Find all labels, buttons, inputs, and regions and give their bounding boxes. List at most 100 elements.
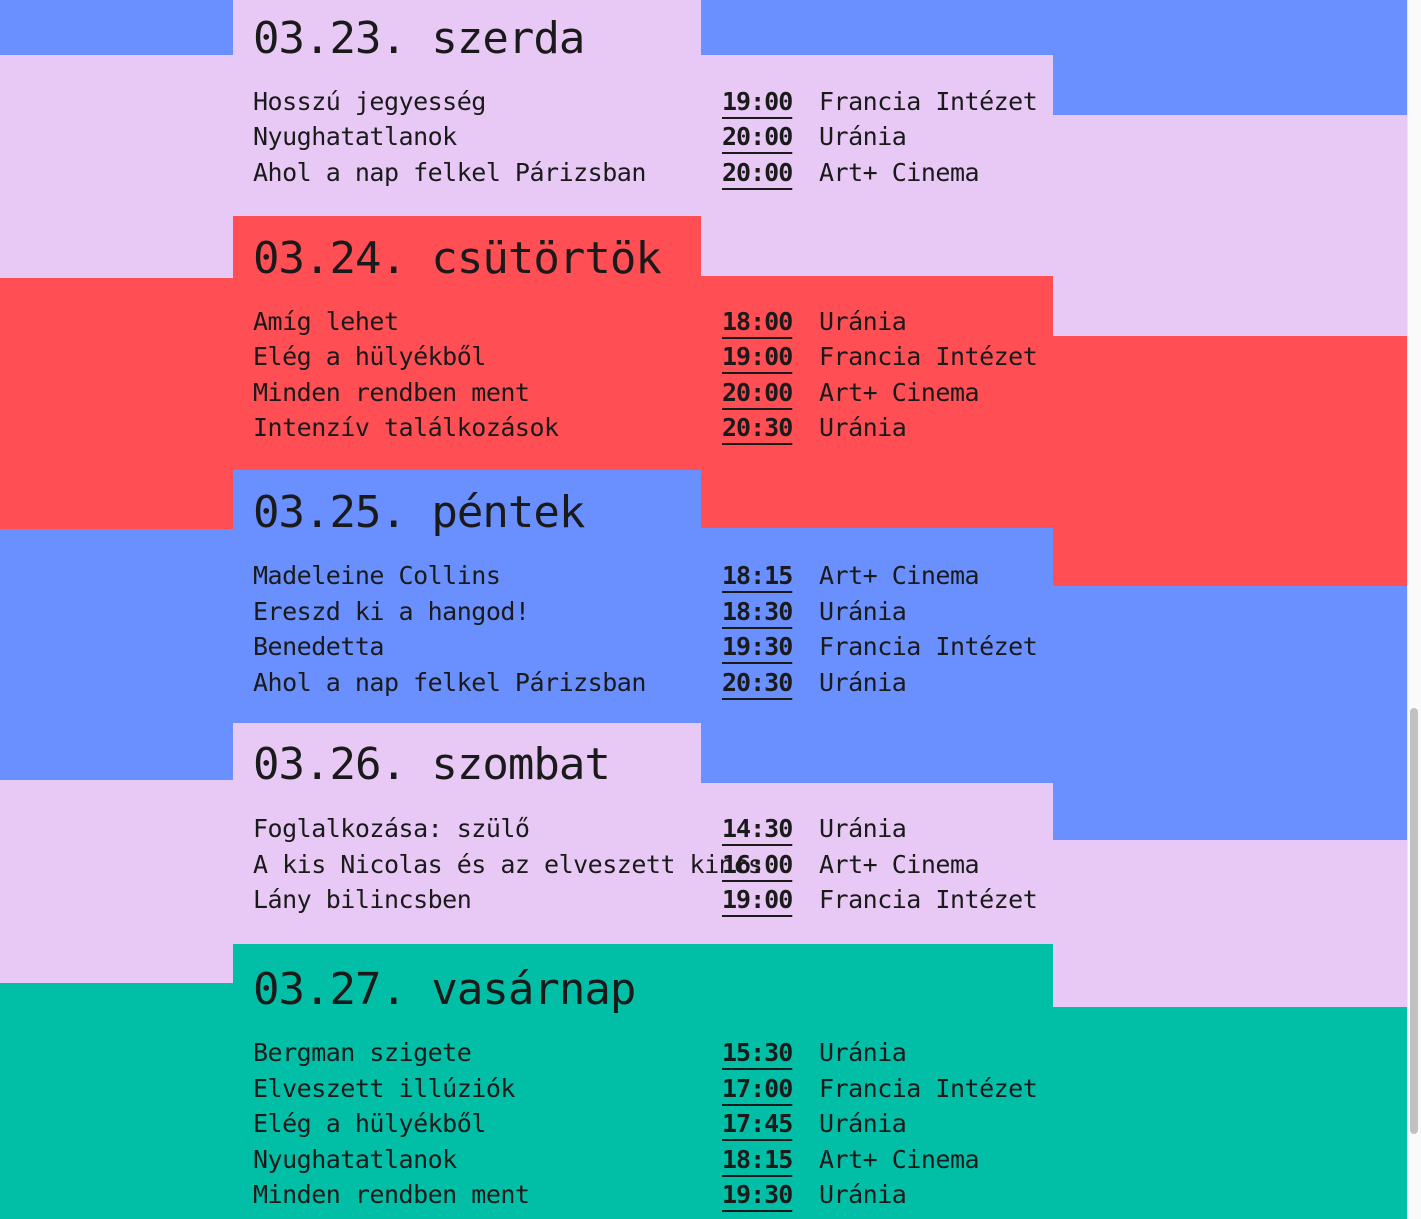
- bg-lavender-mid-1: [701, 55, 1053, 276]
- screening-time-link[interactable]: 16:00: [722, 850, 793, 879]
- bg-blue-left: [0, 529, 233, 780]
- film-title: Ahol a nap felkel Párizsban: [253, 668, 646, 697]
- bg-lavender-right-2: [1053, 840, 1407, 1007]
- screening-row: Elég a hülyékből 17:45 Uránia: [253, 1106, 1053, 1141]
- screening-time-link[interactable]: 18:00: [722, 307, 793, 336]
- bg-lavender-left-1: [0, 55, 233, 278]
- venue-name: Francia Intézet: [819, 1074, 1038, 1103]
- venue-name: Art+ Cinema: [819, 850, 980, 879]
- bg-red-right: [1053, 336, 1407, 586]
- screening-time-link[interactable]: 20:00: [722, 158, 793, 187]
- screening-row: Bergman szigete 15:30 Uránia: [253, 1035, 1053, 1070]
- film-title: Bergman szigete: [253, 1038, 472, 1067]
- bg-blue-top-right: [1053, 0, 1407, 115]
- venue-name: Uránia: [819, 122, 907, 151]
- screening-row: Amíg lehet 18:00 Uránia: [253, 304, 1053, 339]
- screening-time-link[interactable]: 19:00: [722, 885, 793, 914]
- bg-lavender-right-1: [1053, 115, 1407, 336]
- day-title: 03.23. szerda: [253, 13, 585, 64]
- bg-teal-center: [233, 944, 1053, 1219]
- screening-row: Elveszett illúziók 17:00 Francia Intézet: [253, 1071, 1053, 1106]
- screening-time-link[interactable]: 20:00: [722, 122, 793, 151]
- screening-row: A kis Nicolas és az elveszett kincs 16:0…: [253, 847, 1053, 882]
- venue-name: Art+ Cinema: [819, 561, 980, 590]
- bg-lavender-left-2: [0, 780, 233, 983]
- screening-time-link[interactable]: 17:00: [722, 1074, 793, 1103]
- film-title: Ahol a nap felkel Párizsban: [253, 158, 646, 187]
- screening-time-link[interactable]: 19:30: [722, 1180, 793, 1209]
- film-title: Foglalkozása: szülő: [253, 814, 530, 843]
- screening-row: Ahol a nap felkel Párizsban 20:30 Uránia: [253, 665, 1053, 700]
- film-title: Elveszett illúziók: [253, 1074, 515, 1103]
- screening-row: Nyughatatlanok 20:00 Uránia: [253, 119, 1053, 154]
- bg-teal-left: [0, 983, 233, 1219]
- film-title: Minden rendben ment: [253, 1180, 530, 1209]
- screening-time-link[interactable]: 20:30: [722, 668, 793, 697]
- bg-blue-top-left: [0, 0, 233, 55]
- screening-time-link[interactable]: 15:30: [722, 1038, 793, 1067]
- venue-name: Francia Intézet: [819, 632, 1038, 661]
- screening-row: Madeleine Collins 18:15 Art+ Cinema: [253, 558, 1053, 593]
- screening-time-link[interactable]: 14:30: [722, 814, 793, 843]
- screening-row: Minden rendben ment 19:30 Uránia: [253, 1177, 1053, 1212]
- venue-name: Francia Intézet: [819, 342, 1038, 371]
- film-title: Nyughatatlanok: [253, 122, 457, 151]
- film-title: Intenzív találkozások: [253, 413, 559, 442]
- day-title: 03.27. vasárnap: [253, 964, 636, 1015]
- screening-time-link[interactable]: 20:30: [722, 413, 793, 442]
- bg-lavender-center-1: [233, 0, 701, 216]
- bg-blue-top-mid: [701, 0, 1053, 55]
- screening-row: Ahol a nap felkel Párizsban 20:00 Art+ C…: [253, 155, 1053, 190]
- film-title: Amíg lehet: [253, 307, 399, 336]
- venue-name: Francia Intézet: [819, 885, 1038, 914]
- bg-lavender-center-2: [233, 723, 701, 944]
- film-title: Elég a hülyékből: [253, 1109, 486, 1138]
- day-title: 03.26. szombat: [253, 739, 611, 790]
- venue-name: Art+ Cinema: [819, 378, 980, 407]
- film-title: Hosszú jegyesség: [253, 87, 486, 116]
- venue-name: Uránia: [819, 814, 907, 843]
- film-title: Nyughatatlanok: [253, 1145, 457, 1174]
- film-title: Ereszd ki a hangod!: [253, 597, 530, 626]
- day-title: 03.24. csütörtök: [253, 233, 662, 284]
- screening-time-link[interactable]: 18:30: [722, 597, 793, 626]
- venue-name: Art+ Cinema: [819, 1145, 980, 1174]
- bg-lavender-mid-2: [701, 783, 1053, 944]
- screening-row: Lány bilincsben 19:00 Francia Intézet: [253, 882, 1053, 917]
- screening-row: Elég a hülyékből 19:00 Francia Intézet: [253, 339, 1053, 374]
- venue-name: Uránia: [819, 1180, 907, 1209]
- screening-row: Hosszú jegyesség 19:00 Francia Intézet: [253, 84, 1053, 119]
- venue-name: Uránia: [819, 307, 907, 336]
- venue-name: Uránia: [819, 1109, 907, 1138]
- bg-red-left: [0, 278, 233, 529]
- screening-row: Nyughatatlanok 18:15 Art+ Cinema: [253, 1142, 1053, 1177]
- venue-name: Uránia: [819, 668, 907, 697]
- bg-teal-right: [1053, 1007, 1407, 1219]
- venue-name: Art+ Cinema: [819, 158, 980, 187]
- screening-time-link[interactable]: 19:30: [722, 632, 793, 661]
- venue-name: Uránia: [819, 413, 907, 442]
- screening-time-link[interactable]: 18:15: [722, 561, 793, 590]
- screening-time-link[interactable]: 17:45: [722, 1109, 793, 1138]
- film-title: Elég a hülyékből: [253, 342, 486, 371]
- screening-row: Benedetta 19:30 Francia Intézet: [253, 629, 1053, 664]
- bg-red-mid: [701, 276, 1053, 528]
- bg-red-center: [233, 216, 701, 470]
- film-title: A kis Nicolas és az elveszett kincs: [253, 850, 763, 879]
- bg-blue-mid: [701, 528, 1053, 783]
- screening-time-link[interactable]: 19:00: [722, 342, 793, 371]
- scrollbar-thumb[interactable]: [1410, 708, 1418, 1134]
- venue-name: Francia Intézet: [819, 87, 1038, 116]
- film-title: Lány bilincsben: [253, 885, 472, 914]
- film-title: Benedetta: [253, 632, 384, 661]
- screening-row: Intenzív találkozások 20:30 Uránia: [253, 410, 1053, 445]
- screening-time-link[interactable]: 18:15: [722, 1145, 793, 1174]
- venue-name: Uránia: [819, 597, 907, 626]
- day-title: 03.25. péntek: [253, 487, 585, 538]
- film-title: Madeleine Collins: [253, 561, 501, 590]
- bg-blue-center: [233, 470, 701, 723]
- screening-time-link[interactable]: 20:00: [722, 378, 793, 407]
- screening-row: Ereszd ki a hangod! 18:30 Uránia: [253, 594, 1053, 629]
- venue-name: Uránia: [819, 1038, 907, 1067]
- screening-time-link[interactable]: 19:00: [722, 87, 793, 116]
